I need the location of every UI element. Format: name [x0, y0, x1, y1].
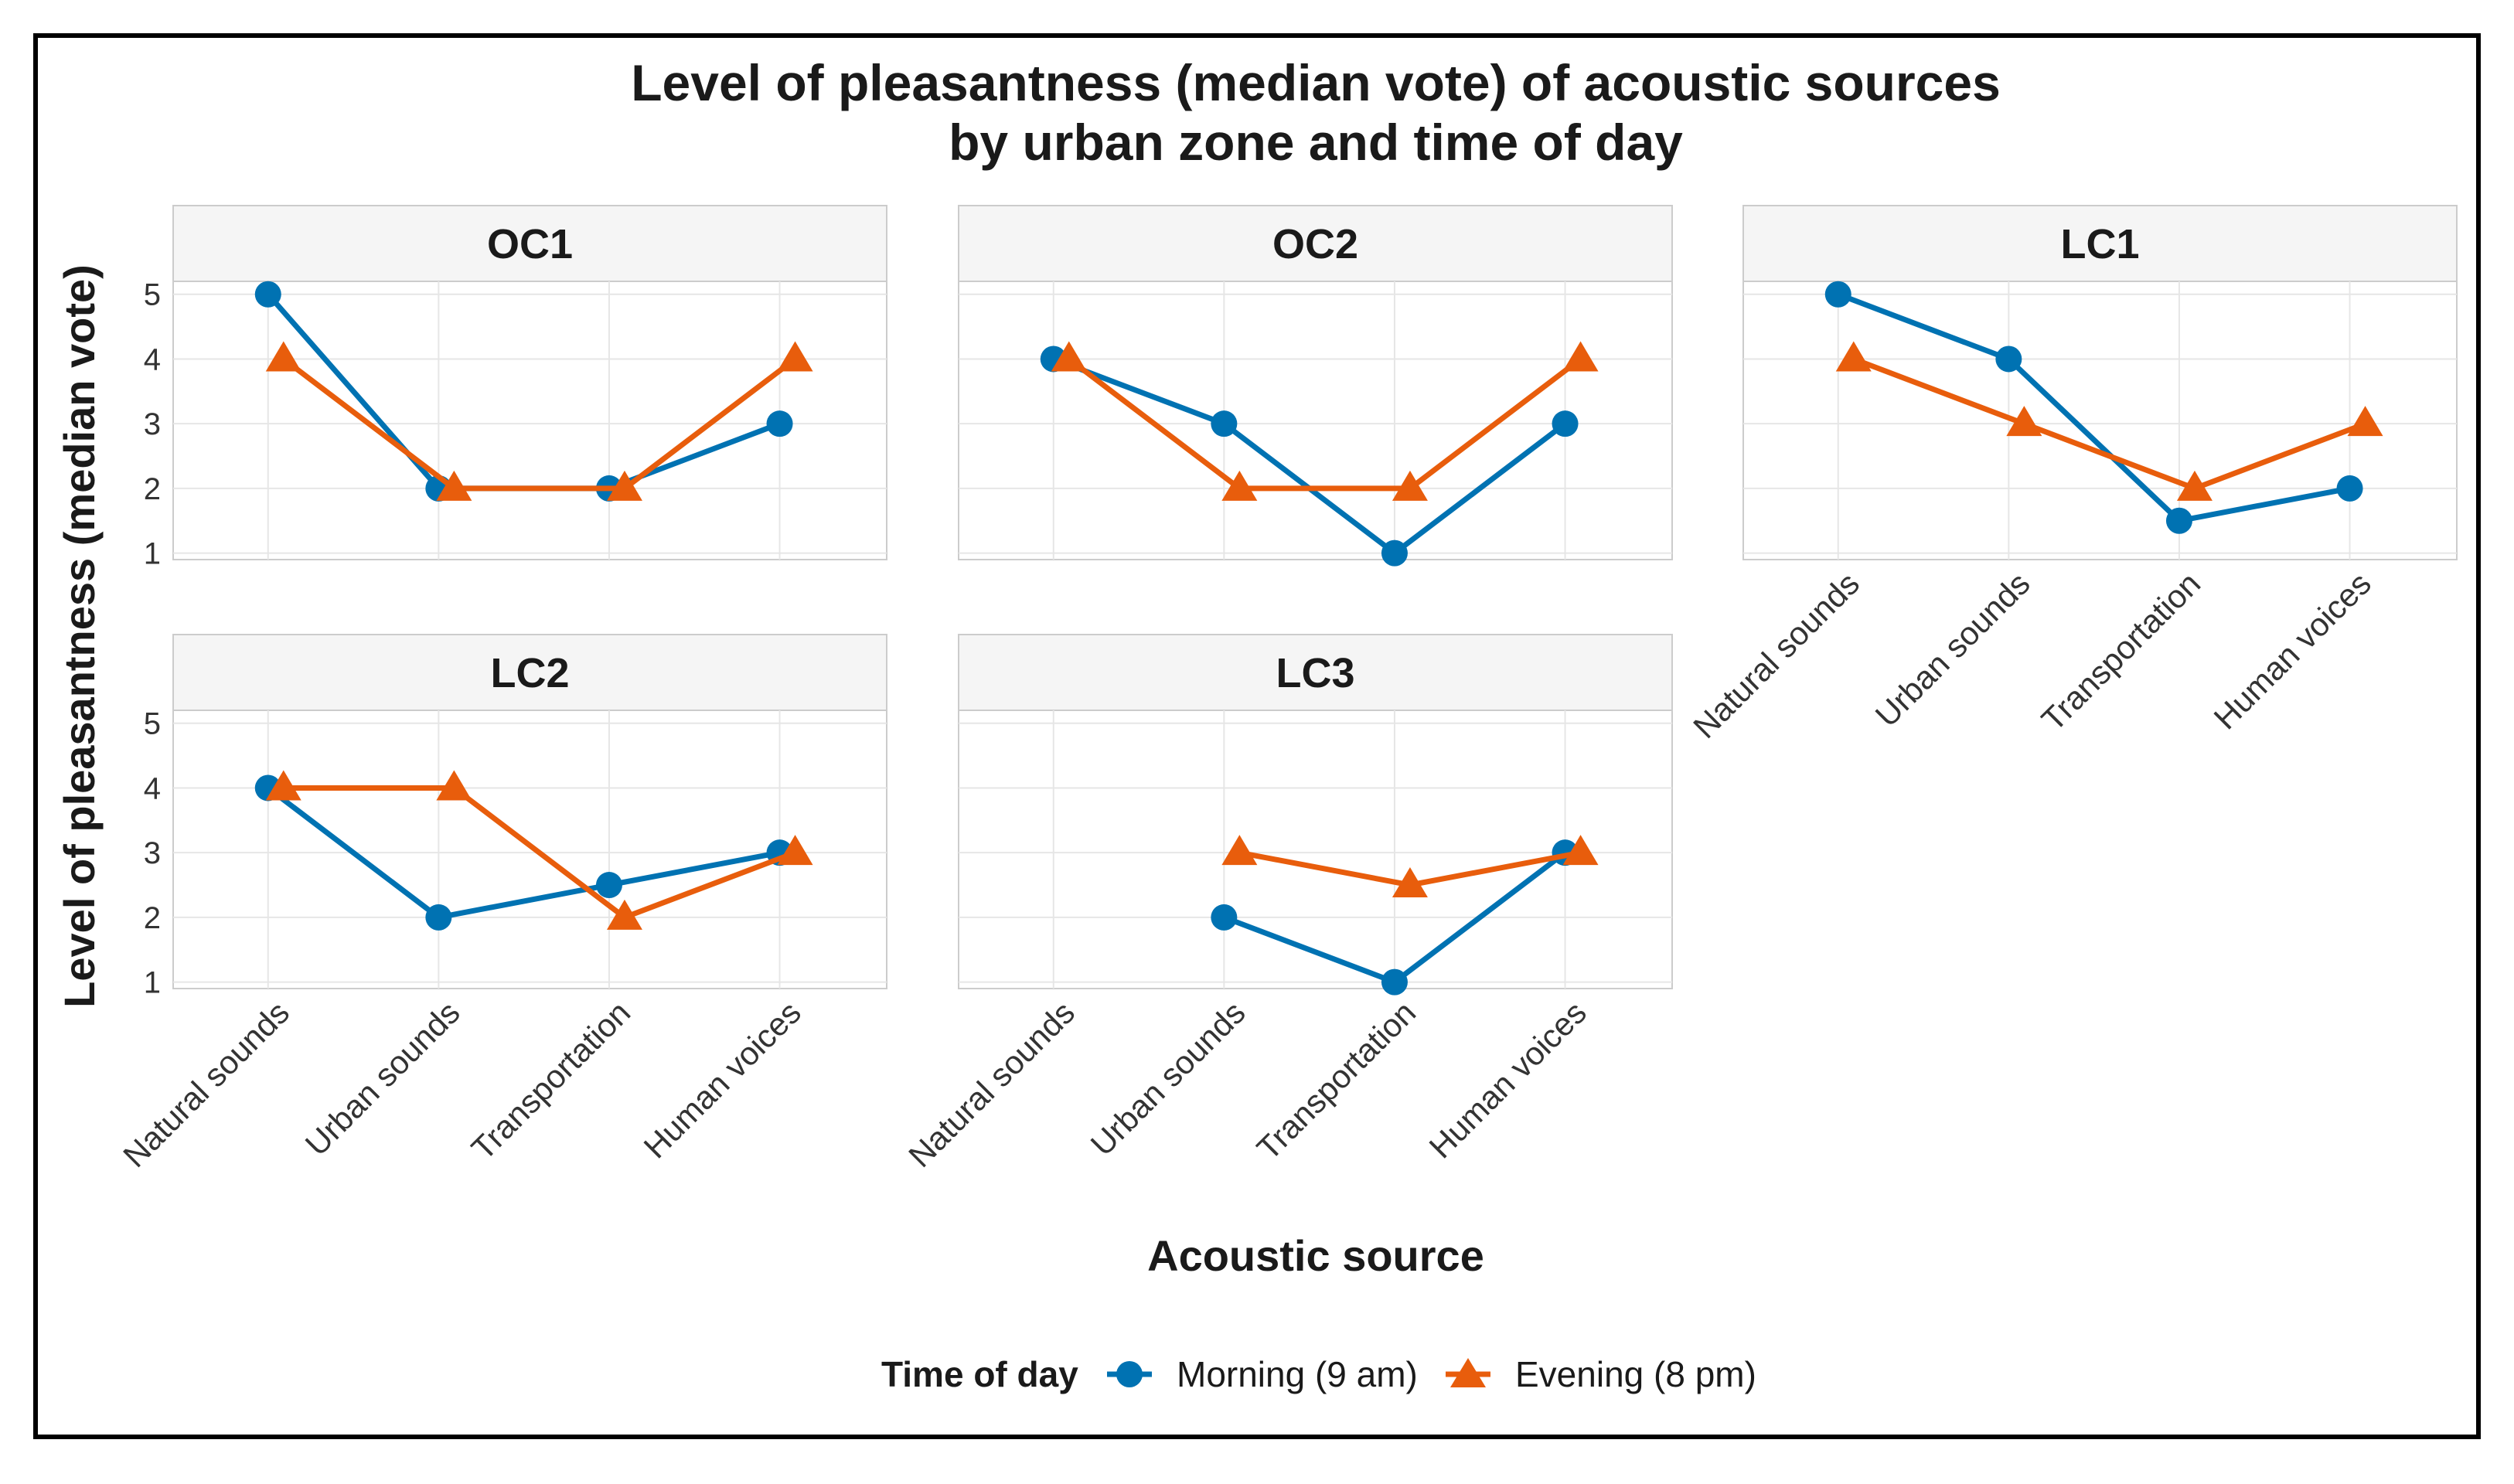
- y-tick-label-oc1-1: 1: [144, 537, 161, 571]
- point-oc2-morning-9-am-urban-sounds: [1211, 410, 1238, 437]
- y-tick-label-lc2-2: 2: [144, 901, 161, 935]
- point-oc2-morning-9-am-human-voices: [1552, 410, 1579, 437]
- point-lc2-evening-8-pm-transportation: [606, 899, 642, 930]
- point-lc3-morning-9-am-transportation: [1381, 968, 1408, 996]
- legend: Time of day Morning (9 am) Evening (8 pm…: [881, 1354, 1756, 1394]
- point-oc1-evening-8-pm-transportation: [606, 470, 642, 501]
- y-tick-label-oc1-2: 2: [144, 472, 161, 506]
- panel-title-lc1: LC1: [2060, 221, 2139, 267]
- y-tick-label-lc2-4: 4: [144, 771, 161, 805]
- y-tick-label-oc1-3: 3: [144, 407, 161, 441]
- series-line-lc2-morning-9-am: [266, 785, 781, 921]
- point-lc3-evening-8-pm-urban-sounds: [1221, 835, 1258, 866]
- y-axis-title: Level of pleasantness (median vote): [55, 264, 104, 1008]
- figure-border: [33, 33, 2481, 1439]
- chart-title-line-1: Level of pleasantness (median vote) of a…: [631, 54, 2001, 111]
- y-tick-label-oc1-5: 5: [144, 278, 161, 312]
- panel-title-oc1: OC1: [487, 221, 573, 267]
- series-line-lc2-evening-8-pm: [283, 785, 796, 921]
- point-oc1-evening-8-pm-human-voices: [777, 341, 813, 372]
- point-lc2-evening-8-pm-natural-sounds: [265, 770, 301, 801]
- panel-title-lc2: LC2: [490, 650, 569, 696]
- point-lc1-evening-8-pm-transportation: [2176, 470, 2213, 501]
- legend-morning-key-marker: [1116, 1361, 1143, 1387]
- point-lc2-morning-9-am-urban-sounds: [425, 904, 452, 931]
- point-lc1-morning-9-am-urban-sounds: [1995, 345, 2022, 373]
- point-lc1-morning-9-am-human-voices: [2336, 475, 2363, 502]
- point-lc1-evening-8-pm-urban-sounds: [2006, 406, 2042, 437]
- point-oc1-evening-8-pm-urban-sounds: [436, 470, 472, 501]
- series-line-oc2-evening-8-pm: [1067, 356, 1582, 492]
- point-lc1-morning-9-am-natural-sounds: [1824, 281, 1851, 308]
- series-line-lc1-morning-9-am: [1837, 291, 2351, 524]
- point-lc3-evening-8-pm-transportation: [1392, 867, 1428, 898]
- point-lc1-morning-9-am-transportation: [2165, 507, 2192, 534]
- y-tick-label-lc2-1: 1: [144, 966, 161, 1000]
- y-tick-label-oc1-4: 4: [144, 342, 161, 376]
- point-oc2-evening-8-pm-urban-sounds: [1221, 470, 1258, 501]
- panel-strip-oc2: [958, 205, 1673, 282]
- panel-strip-lc3: [958, 634, 1673, 711]
- point-lc1-evening-8-pm-natural-sounds: [1835, 341, 1872, 372]
- point-oc1-morning-9-am-human-voices: [766, 410, 793, 437]
- legend-evening-label: Evening (8 pm): [1515, 1354, 1756, 1394]
- panel-title-oc2: OC2: [1272, 221, 1358, 267]
- legend-title: Time of day: [881, 1354, 1078, 1394]
- panel-title-lc3: LC3: [1276, 650, 1354, 696]
- panel-oc2: OC2: [958, 205, 1673, 567]
- point-lc2-evening-8-pm-urban-sounds: [436, 770, 472, 801]
- legend-morning-label: Morning (9 am): [1177, 1354, 1418, 1394]
- panel-plot-area-lc1: [1742, 281, 2458, 560]
- series-line-oc1-evening-8-pm: [281, 356, 797, 492]
- point-lc3-evening-8-pm-human-voices: [1562, 835, 1599, 866]
- point-oc1-morning-9-am-natural-sounds: [254, 281, 281, 308]
- point-lc2-morning-9-am-transportation: [595, 872, 622, 899]
- point-lc3-morning-9-am-urban-sounds: [1211, 904, 1238, 931]
- panel-strip-lc2: [172, 634, 887, 711]
- panel-oc1: OC1 1 2 3 4 5: [144, 205, 887, 571]
- point-oc2-evening-8-pm-natural-sounds: [1051, 341, 1087, 372]
- series-line-lc1-evening-8-pm: [1852, 356, 2366, 492]
- point-lc1-evening-8-pm-human-voices: [2347, 406, 2383, 437]
- point-oc2-evening-8-pm-human-voices: [1562, 341, 1599, 372]
- point-lc2-evening-8-pm-human-voices: [777, 835, 813, 866]
- panel-strip-oc1: [172, 205, 887, 282]
- legend-evening-key-marker: [1450, 1358, 1486, 1387]
- point-oc1-evening-8-pm-natural-sounds: [265, 341, 301, 372]
- point-oc2-morning-9-am-transportation: [1381, 539, 1408, 567]
- y-tick-label-lc2-5: 5: [144, 707, 161, 741]
- y-tick-label-lc2-3: 3: [144, 836, 161, 870]
- chart-title-line-2: by urban zone and time of day: [949, 114, 1683, 171]
- point-oc2-evening-8-pm-transportation: [1392, 470, 1428, 501]
- x-axis-title: Acoustic source: [1147, 1231, 1484, 1280]
